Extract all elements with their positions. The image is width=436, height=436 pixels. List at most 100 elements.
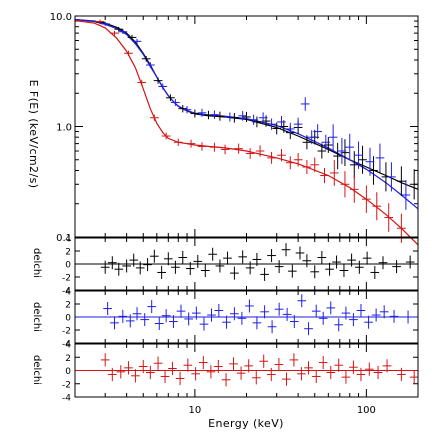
data-point-red <box>302 159 312 175</box>
residual-point-black <box>193 254 203 268</box>
residual-point-blue <box>132 307 142 321</box>
residual-point-black <box>171 260 180 274</box>
data-point-red <box>149 114 159 121</box>
residual-point-blue <box>403 310 413 324</box>
residual-panel-blue: delchi 4 2 0 -2 -4 <box>31 288 419 350</box>
residual-point-black <box>252 252 262 266</box>
data-point-red <box>384 203 394 232</box>
residual-black-y-axis-label: delchi <box>31 248 42 278</box>
data-point-blue <box>118 29 128 35</box>
data-point-blue <box>171 99 180 106</box>
residual-point-red <box>259 354 269 368</box>
residual-point-black <box>325 262 334 276</box>
main-panel: E F(E) (keV/cm2/s) 10.0 1.0 0.1 <box>27 12 419 246</box>
data-point-black <box>317 143 327 159</box>
residual-y-tick-label: 2 <box>65 301 71 311</box>
residual-point-blue <box>230 307 239 321</box>
residual-point-blue <box>389 309 399 323</box>
residual-point-blue <box>184 312 194 326</box>
residual-point-black <box>362 251 372 265</box>
data-point-red <box>161 132 171 140</box>
data-point-red <box>186 139 196 148</box>
residual-point-red <box>334 358 344 372</box>
data-point-black <box>358 145 367 174</box>
residual-point-black <box>122 259 131 273</box>
data-point-red <box>124 50 133 56</box>
data-point-red <box>285 156 295 170</box>
residual-point-blue <box>311 304 321 318</box>
residual-point-black <box>129 253 139 267</box>
residual-red-frame <box>74 343 419 398</box>
data-point-blue <box>132 38 142 44</box>
data-point-black <box>333 142 342 170</box>
data-point-red <box>234 143 243 154</box>
residual-point-blue <box>237 311 247 325</box>
data-point-blue <box>197 108 207 117</box>
residual-point-blue <box>326 301 336 315</box>
data-point-blue <box>258 112 268 124</box>
main-y-tick-label: 10.0 <box>50 12 72 23</box>
data-point-blue <box>401 180 411 210</box>
data-point-black <box>369 156 378 185</box>
residual-point-red <box>213 359 223 374</box>
residual-point-red <box>341 370 351 384</box>
residual-black-content: 4 2 0 -2 -4 <box>62 235 419 297</box>
residual-point-red <box>131 369 140 383</box>
residual-point-blue <box>118 309 128 323</box>
residual-point-black <box>355 260 364 274</box>
data-point-red <box>210 142 219 152</box>
residual-point-black <box>157 265 166 279</box>
residual-point-red <box>373 365 383 380</box>
data-point-blue <box>182 105 192 114</box>
data-point-blue <box>158 83 168 90</box>
data-point-black <box>397 166 406 197</box>
data-point-red <box>329 160 339 186</box>
residual-point-blue <box>207 308 216 322</box>
residual-y-tick-label: 0 <box>65 314 71 324</box>
data-point-red <box>349 175 359 203</box>
data-point-blue <box>238 110 248 121</box>
residual-point-black <box>392 260 401 274</box>
data-point-red <box>95 19 105 24</box>
residual-point-black <box>274 260 284 274</box>
residual-blue-frame <box>74 290 419 344</box>
residual-point-red <box>244 359 254 373</box>
data-point-red <box>267 151 276 164</box>
residual-point-black <box>135 261 145 275</box>
residual-point-red <box>356 367 366 382</box>
residual-point-red <box>409 370 419 384</box>
data-point-black <box>141 55 151 62</box>
residual-point-black <box>107 256 117 270</box>
x-axis: 10 100 <box>189 405 376 416</box>
residual-point-blue <box>349 313 358 327</box>
residual-point-black <box>267 249 276 263</box>
residual-point-red <box>289 353 299 367</box>
residual-point-black <box>332 255 341 269</box>
residual-point-black <box>185 262 195 276</box>
residual-point-black <box>347 253 356 267</box>
residual-y-tick-label: 2 <box>65 248 71 258</box>
residual-point-red <box>304 361 313 375</box>
data-point-red <box>137 79 147 86</box>
residual-y-tick-label: -2 <box>62 380 71 390</box>
residual-point-black <box>260 267 269 281</box>
x-tick-label: 10 <box>189 405 202 416</box>
data-point-red <box>173 138 183 146</box>
residual-point-black <box>339 264 349 277</box>
data-point-red <box>372 192 382 221</box>
residual-point-blue <box>125 314 135 328</box>
residual-point-blue <box>252 316 262 330</box>
data-point-blue <box>328 124 338 151</box>
data-point-blue <box>277 116 286 128</box>
residual-point-red <box>168 361 177 376</box>
data-point-blue <box>249 114 258 125</box>
data-point-red <box>310 157 320 173</box>
residual-point-red <box>282 372 291 386</box>
residual-point-black <box>143 258 152 272</box>
residual-point-blue <box>371 308 381 322</box>
residual-point-red <box>311 369 321 384</box>
data-point-black <box>127 34 137 40</box>
residual-point-black <box>281 243 291 257</box>
main-y-axis-label: E F(E) (keV/cm2/s) <box>27 80 40 189</box>
